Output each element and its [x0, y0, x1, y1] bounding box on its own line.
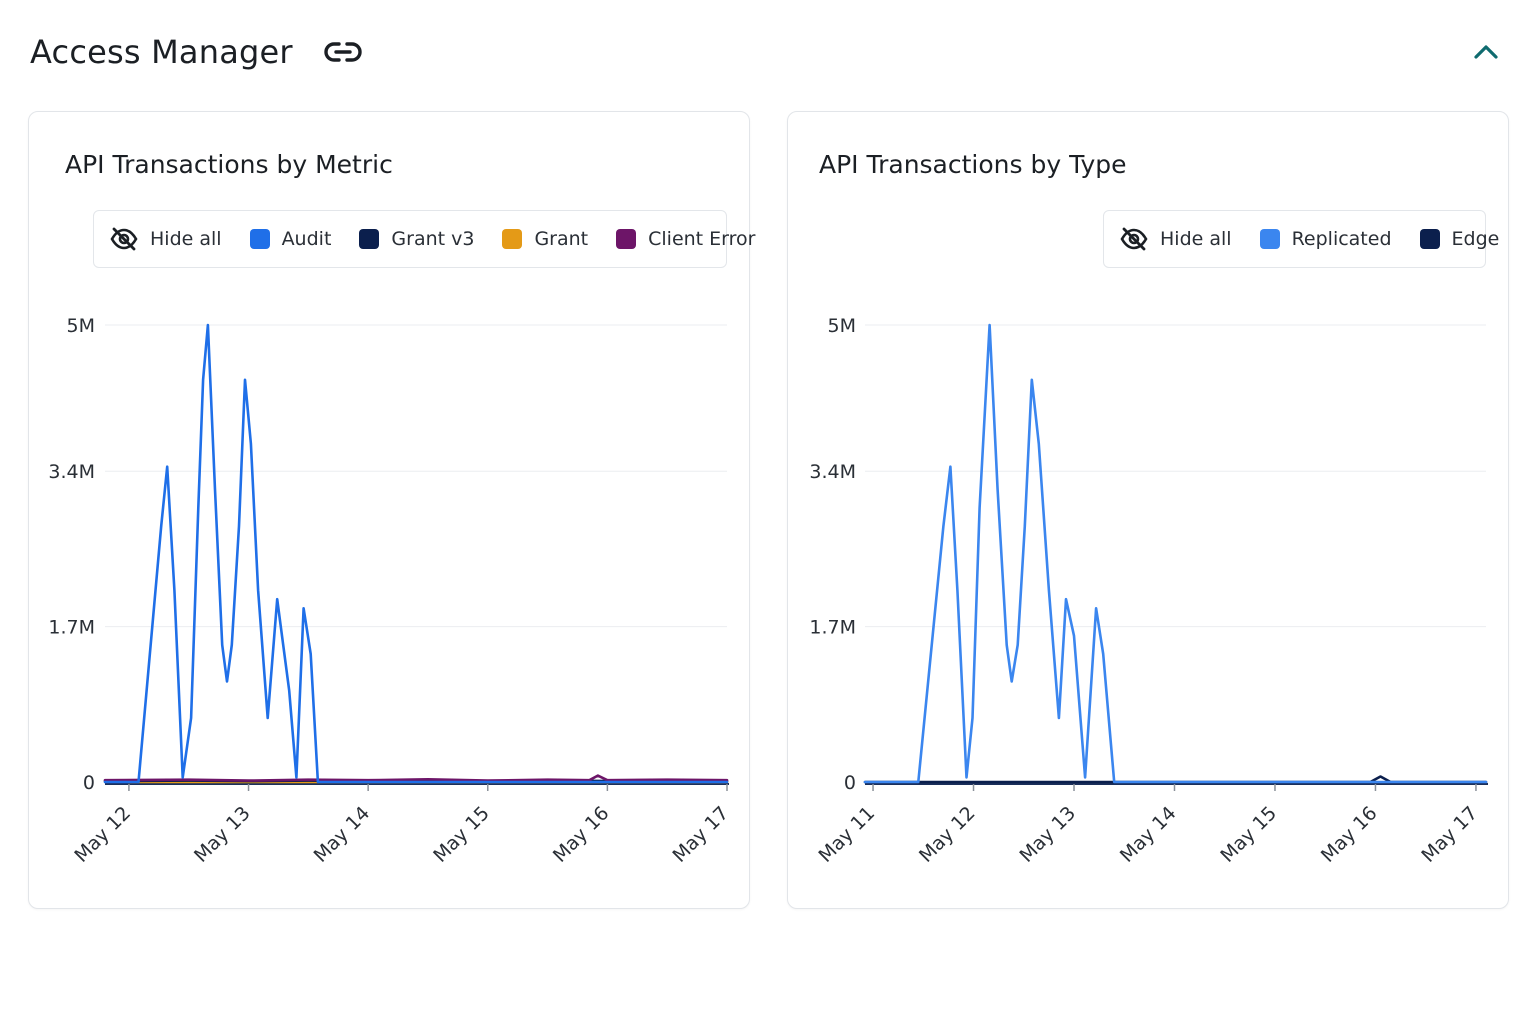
- y-tick-label: 5M: [67, 315, 95, 337]
- legend-swatch: [1259, 229, 1280, 249]
- eye-off-icon: [110, 227, 138, 251]
- x-tick-label: May 17: [1417, 802, 1482, 867]
- x-tick-label: May 15: [429, 802, 494, 867]
- y-tick-label: 1.7M: [48, 617, 95, 639]
- chart-title: API Transactions by Metric: [65, 150, 393, 179]
- chart-legend: Hide all Audit Grant v3 Grant Client Err…: [93, 210, 755, 268]
- legend-item-client-error[interactable]: Client Error: [616, 228, 755, 250]
- chart-card-metric: API Transactions by Metric Hide all Audi…: [28, 111, 755, 909]
- x-tick-label: May 12: [70, 802, 135, 867]
- x-tick-label: May 16: [1317, 802, 1382, 867]
- legend-item-edge[interactable]: Edge: [1419, 228, 1500, 250]
- x-tick-label: May 12: [915, 802, 980, 867]
- x-tick-label: May 13: [1015, 802, 1080, 867]
- legend-item-grant[interactable]: Grant: [502, 228, 588, 250]
- legend-swatch: [616, 229, 637, 249]
- legend-label: Client Error: [648, 228, 756, 250]
- legend-swatch: [502, 229, 523, 249]
- legend-item-replicated[interactable]: Replicated: [1259, 228, 1392, 250]
- x-tick-label: May 11: [814, 802, 879, 867]
- type-line-chart: 0 1.7M 3.4M 5M May 11 May 12 May 13 May 14 May 1…: [809, 315, 1488, 867]
- legend-label: Grant: [534, 228, 589, 250]
- page-title: Access Manager: [30, 33, 293, 71]
- y-tick-label: 5M: [828, 315, 856, 337]
- chart-title: API Transactions by Type: [819, 150, 1127, 179]
- y-tick-label: 3.4M: [48, 461, 95, 483]
- chart-legend: Hide all Replicated Edge: [1103, 210, 1499, 268]
- metric-line-chart: 0 1.7M 3.4M 5M May 12 May 13 May 14 May 15 May 1…: [48, 315, 733, 867]
- link-icon[interactable]: [323, 39, 363, 65]
- hide-all-label: Hide all: [1160, 228, 1232, 250]
- x-tick-label: May 15: [1216, 802, 1281, 867]
- chevron-up-icon: [1474, 45, 1498, 59]
- legend-label: Grant v3: [391, 228, 475, 250]
- y-tick-label: 3.4M: [809, 461, 856, 483]
- series-line-audit: [103, 323, 729, 784]
- y-tick-label: 0: [844, 772, 856, 794]
- y-tick-label: 0: [83, 772, 95, 794]
- x-tick-label: May 16: [549, 802, 614, 867]
- legend-label: Edge: [1451, 228, 1500, 250]
- legend-label: Audit: [281, 228, 332, 250]
- eye-off-icon: [1120, 227, 1148, 251]
- hide-all-button[interactable]: Hide all: [110, 227, 222, 251]
- legend-label: Replicated: [1291, 228, 1392, 250]
- chart-card-type: API Transactions by Type Hide all Replic…: [787, 111, 1509, 909]
- legend-swatch: [1419, 229, 1440, 249]
- legend-item-grant-v3[interactable]: Grant v3: [359, 228, 474, 250]
- section-header: Access Manager: [30, 28, 1506, 76]
- y-tick-label: 1.7M: [809, 617, 856, 639]
- x-tick-label: May 14: [1116, 802, 1181, 867]
- series-line-client-error: [103, 774, 729, 782]
- x-tick-label: May 17: [668, 802, 733, 867]
- x-tick-label: May 13: [190, 802, 255, 867]
- hide-all-label: Hide all: [150, 228, 222, 250]
- series-line-replicated: [863, 323, 1488, 784]
- legend-item-audit[interactable]: Audit: [249, 228, 332, 250]
- x-tick-label: May 14: [310, 802, 375, 867]
- legend-swatch: [359, 229, 380, 249]
- legend-swatch: [249, 229, 270, 249]
- hide-all-button[interactable]: Hide all: [1120, 227, 1232, 251]
- collapse-button[interactable]: [1466, 32, 1506, 72]
